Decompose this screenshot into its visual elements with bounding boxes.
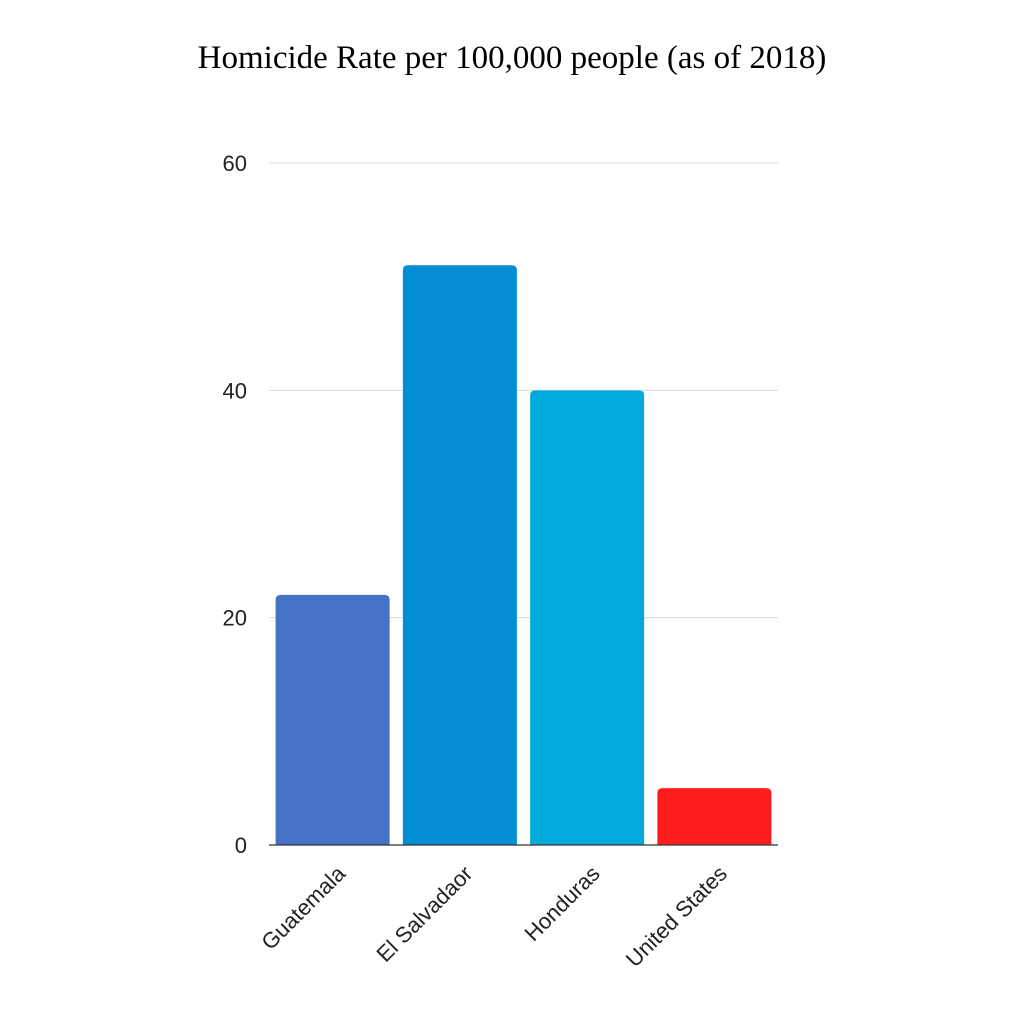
y-tick-label: 0 (235, 833, 247, 858)
x-category-label: United States (621, 861, 732, 972)
chart-title: Homicide Rate per 100,000 people (as of … (197, 40, 827, 76)
y-axis-ticks: 0 20 40 60 (223, 151, 247, 858)
bars (275, 265, 772, 845)
x-category-label: Guatemala (256, 860, 350, 954)
x-category-label: Honduras (520, 861, 605, 946)
gridlines (269, 162, 778, 619)
y-tick-label: 40 (223, 378, 247, 403)
x-axis-categories: Guatemala El Salvadaor Honduras United Stat… (256, 860, 732, 972)
x-category-label: El Salvadaor (372, 861, 478, 967)
y-tick-label: 20 (223, 606, 247, 631)
bar-el-salvadaor (402, 265, 517, 845)
bar-guatemala (275, 594, 390, 845)
bar-honduras (530, 390, 645, 845)
y-tick-label: 60 (223, 151, 247, 176)
bar-united-states (657, 788, 772, 845)
